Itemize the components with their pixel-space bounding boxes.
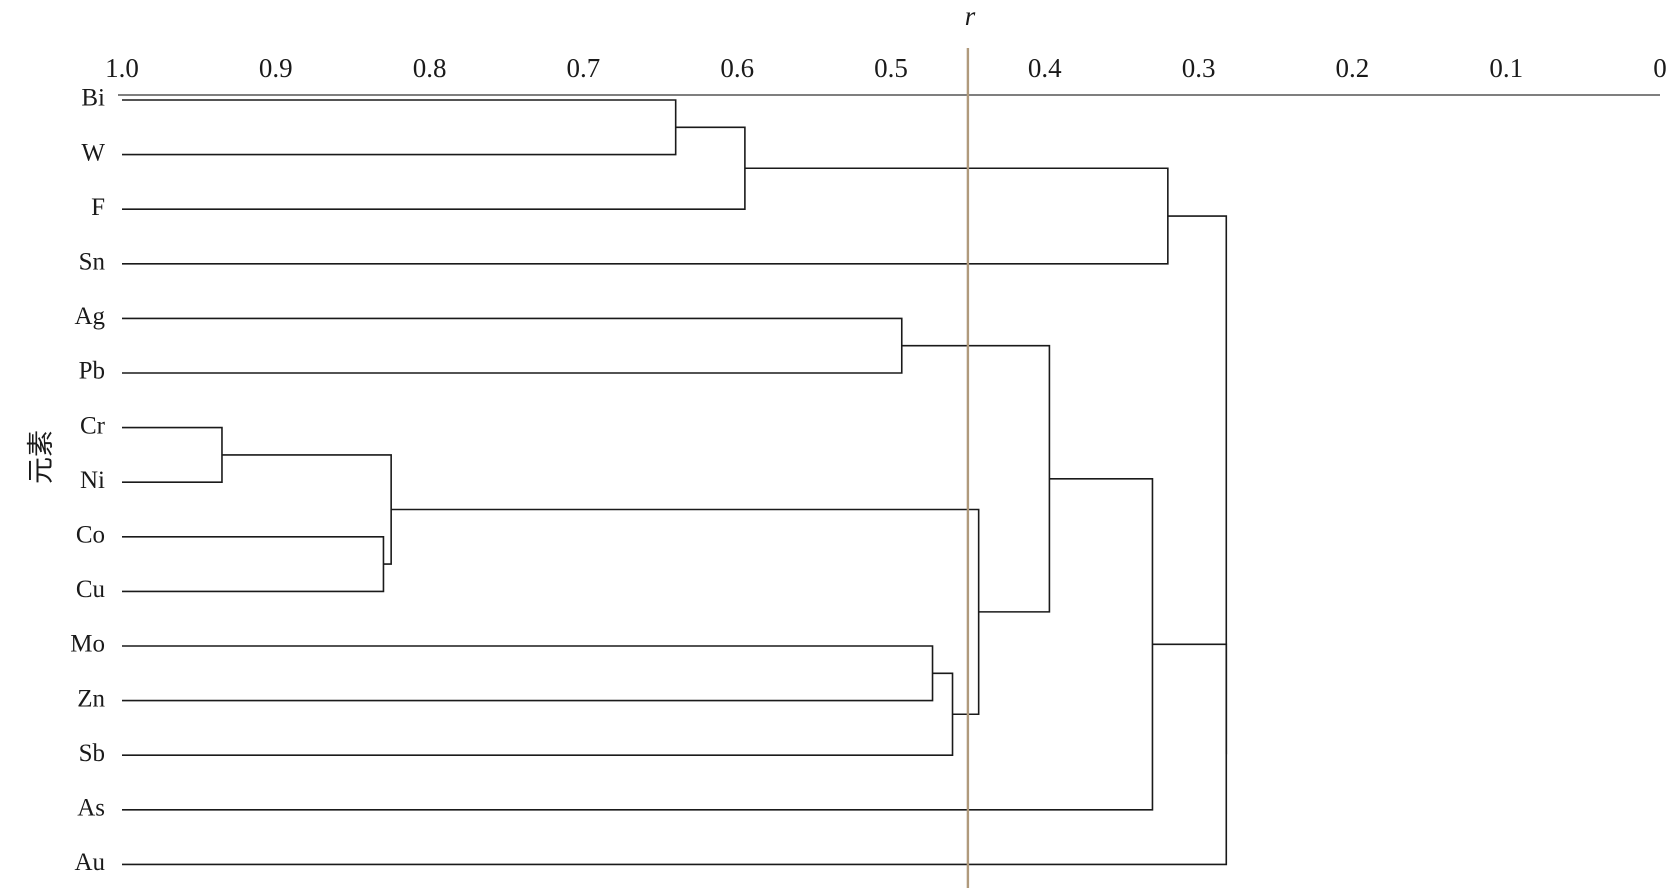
x-tick-label: 0.8 xyxy=(413,53,447,83)
merge-link-m12 xyxy=(122,477,1154,811)
dendrogram-links xyxy=(122,99,1228,866)
leaf-label-w: W xyxy=(81,139,105,166)
merge-link-m13 xyxy=(122,643,1228,866)
leaf-label-bi: Bi xyxy=(81,85,105,112)
leaf-label-mo: Mo xyxy=(70,631,105,658)
x-tick-label: 0.3 xyxy=(1182,53,1216,83)
x-tick-label: 0.5 xyxy=(874,53,908,83)
x-tick-label: 0.7 xyxy=(567,53,601,83)
merge-link-m10 xyxy=(391,508,980,716)
leaf-labels: Bi W F Sn Ag Pb Cr Ni Co Cu Mo Zn Sb As Au xyxy=(70,85,105,876)
leaf-label-co: Co xyxy=(76,522,105,549)
x-axis-ticks: 1.0 0.9 0.8 0.7 0.6 0.5 0.4 0.3 0.2 0.1 0 xyxy=(105,53,1667,96)
leaf-label-au: Au xyxy=(74,849,105,876)
x-tick-label: 0.6 xyxy=(720,53,754,83)
leaf-label-cr: Cr xyxy=(80,412,106,439)
merge-link-m2 xyxy=(122,126,746,210)
merge-link-m4 xyxy=(122,317,903,374)
leaf-label-as: As xyxy=(77,795,105,822)
merge-link-m9 xyxy=(122,672,954,756)
x-tick-label: 0.1 xyxy=(1489,53,1523,83)
x-tick-label: 0.9 xyxy=(259,53,293,83)
leaf-label-cu: Cu xyxy=(76,576,106,603)
leaf-label-zn: Zn xyxy=(77,685,105,712)
leaf-label-f: F xyxy=(91,194,105,221)
merge-link-m5 xyxy=(122,426,223,483)
merge-link-m6 xyxy=(122,536,385,593)
merge-link-m14 xyxy=(1167,215,1228,755)
leaf-label-sb: Sb xyxy=(79,740,105,767)
y-axis-title: 元素 xyxy=(26,430,56,484)
merge-link-m11 xyxy=(901,344,1051,613)
leaf-label-sn: Sn xyxy=(79,249,106,276)
leaf-label-pb: Pb xyxy=(79,358,105,385)
merge-link-m7 xyxy=(221,454,392,565)
x-tick-label: 0.2 xyxy=(1336,53,1370,83)
merge-link-m1 xyxy=(122,99,677,156)
leaf-label-ag: Ag xyxy=(74,303,105,330)
x-axis-title: r xyxy=(965,1,976,31)
leaf-label-ni: Ni xyxy=(80,467,105,494)
merge-link-m8 xyxy=(122,645,934,702)
x-tick-label: 1.0 xyxy=(105,53,139,83)
x-tick-label: 0.4 xyxy=(1028,53,1062,83)
x-tick-label: 0 xyxy=(1653,53,1667,83)
merge-link-m3 xyxy=(122,167,1169,265)
